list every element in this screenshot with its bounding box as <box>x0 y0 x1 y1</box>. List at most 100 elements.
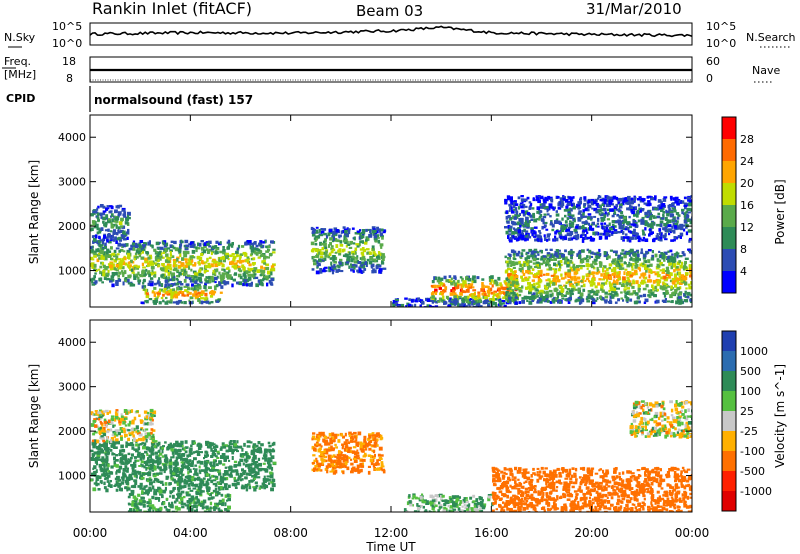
echo-cell <box>507 292 511 295</box>
echo-cell <box>666 270 670 274</box>
echo-cell <box>172 288 175 291</box>
echo-cell <box>157 450 161 453</box>
echo-cell <box>196 443 201 446</box>
echo-cell <box>639 294 643 298</box>
echo-cell <box>245 283 249 287</box>
echo-cell <box>673 273 677 278</box>
echo-cell <box>161 263 165 266</box>
echo-cell <box>247 465 251 469</box>
echo-cell <box>234 266 237 270</box>
echo-cell <box>150 458 154 462</box>
echo-cell <box>569 216 573 220</box>
echo-cell <box>567 269 571 273</box>
echo-cell <box>580 280 583 283</box>
echo-cell <box>94 272 97 275</box>
echo-cell <box>196 460 199 464</box>
echo-cell <box>102 444 107 448</box>
echo-cell <box>638 300 641 304</box>
echo-cell <box>586 277 590 281</box>
echo-cell <box>536 210 540 214</box>
echo-cell <box>638 284 641 287</box>
echo-cell <box>114 209 118 214</box>
echo-cell <box>186 454 190 458</box>
echo-cell <box>606 212 609 217</box>
noise-line <box>89 25 693 38</box>
echo-cell <box>560 200 564 204</box>
echo-cell <box>513 235 518 239</box>
echo-cell <box>90 229 93 232</box>
echo-cell <box>460 284 463 289</box>
echo-cell <box>625 281 629 286</box>
echo-cell <box>657 259 662 263</box>
echo-cell <box>102 256 105 260</box>
echo-cell <box>227 243 232 247</box>
echo-cell <box>119 458 123 461</box>
echo-cell <box>117 214 120 218</box>
echo-cell <box>543 221 548 224</box>
echo-cell <box>528 248 533 252</box>
echo-cell <box>157 247 160 250</box>
echo-cell <box>148 477 152 480</box>
echo-cell <box>113 446 118 449</box>
echo-cell <box>169 251 172 255</box>
echo-cell <box>689 267 692 270</box>
echo-cell <box>174 247 179 252</box>
echo-cell <box>101 448 104 452</box>
echo-cell <box>140 476 145 480</box>
echo-cell <box>188 470 192 473</box>
echo-cell <box>690 250 692 255</box>
echo-cell <box>566 263 570 268</box>
echo-cell <box>139 245 143 249</box>
echo-cell <box>265 245 269 249</box>
echo-cell <box>99 277 103 282</box>
echo-cell <box>133 475 137 478</box>
echo-cell <box>472 275 476 279</box>
echo-cell <box>246 455 251 459</box>
echo-cell <box>635 273 638 276</box>
echo-cell <box>576 276 581 280</box>
echo-cell <box>551 207 555 210</box>
echo-cell <box>629 263 633 267</box>
echo-cell <box>521 266 524 271</box>
echo-cell <box>656 215 661 219</box>
echo-cell <box>537 275 540 280</box>
echo-cell <box>109 205 113 208</box>
echo-cell <box>217 469 221 473</box>
echo-cell <box>141 250 144 254</box>
echo-cell <box>581 265 586 268</box>
echo-cell <box>225 449 229 453</box>
echo-cell <box>662 206 665 210</box>
echo-cell <box>360 251 365 255</box>
echo-cell <box>560 224 565 229</box>
echo-cell <box>209 295 214 298</box>
echo-cell <box>685 223 688 226</box>
echo-cell <box>126 214 130 219</box>
echo-cell <box>584 234 587 238</box>
echo-cell <box>229 440 233 443</box>
echo-cell <box>565 258 569 263</box>
echo-cell <box>618 216 623 219</box>
echo-cell <box>381 236 384 240</box>
echo-cell <box>465 299 470 303</box>
echo-cell <box>515 293 518 298</box>
echo-cell <box>616 287 620 290</box>
echo-cell <box>122 257 127 261</box>
echo-cell <box>319 270 323 274</box>
echo-cell <box>542 220 545 225</box>
echo-cell <box>587 213 592 216</box>
echo-cell <box>366 237 370 241</box>
echo-cell <box>382 267 387 270</box>
echo-cell <box>254 460 259 464</box>
echo-cell <box>638 196 642 199</box>
echo-cell <box>161 455 165 458</box>
echo-cell <box>682 277 686 281</box>
echo-cell <box>339 244 344 247</box>
echo-cell <box>153 274 157 278</box>
echo-cell <box>662 281 665 284</box>
echo-cell <box>622 279 626 284</box>
echo-cell <box>193 477 197 482</box>
echo-cell <box>328 252 332 256</box>
echo-cell <box>193 290 198 294</box>
echo-cell <box>678 301 682 305</box>
echo-cell <box>156 478 160 483</box>
